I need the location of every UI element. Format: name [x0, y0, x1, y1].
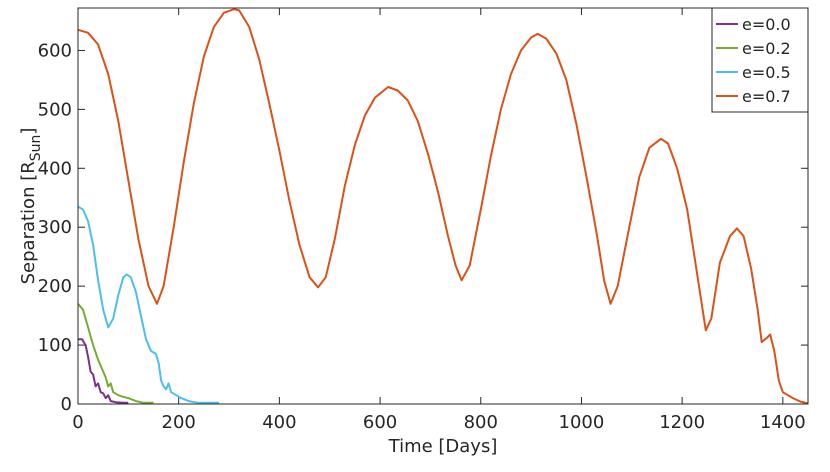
y-tick-label: 400: [38, 158, 72, 179]
series-line: [77, 205, 219, 404]
y-tick-label: 500: [38, 99, 72, 120]
plot-frame: [77, 7, 809, 405]
y-axis-label-close: ]: [18, 128, 39, 135]
y-tick-label: 600: [38, 40, 72, 61]
x-axis-label: Time [Days]: [388, 436, 498, 457]
legend-label: e=0.2: [742, 39, 791, 58]
x-tick-label: 400: [262, 412, 296, 433]
legend-label: e=0.7: [742, 87, 791, 106]
x-tick-label: 600: [363, 412, 397, 433]
series-line: [78, 338, 129, 404]
x-tick-label: 1000: [559, 412, 605, 433]
series-line: [77, 8, 809, 405]
y-tick-label: 0: [61, 394, 72, 415]
y-tick-label: 300: [38, 217, 72, 238]
y-axis-label-sub: Sun: [28, 135, 44, 162]
x-tick-label: 1200: [659, 412, 705, 433]
y-tick-label: 100: [38, 335, 72, 356]
y-axis-label: Separation [RSun]: [18, 128, 44, 285]
y-tick-label: 200: [38, 276, 72, 297]
legend-label: e=0.0: [742, 15, 791, 34]
x-tick-label: 1400: [760, 412, 806, 433]
x-tick-label: 0: [72, 412, 83, 433]
x-tick-label: 200: [162, 412, 196, 433]
legend-box: [711, 7, 809, 113]
legend-label: e=0.5: [742, 63, 791, 82]
series-line: [77, 303, 154, 404]
y-axis-label-main: Separation [R: [18, 161, 39, 284]
x-tick-label: 800: [464, 412, 498, 433]
